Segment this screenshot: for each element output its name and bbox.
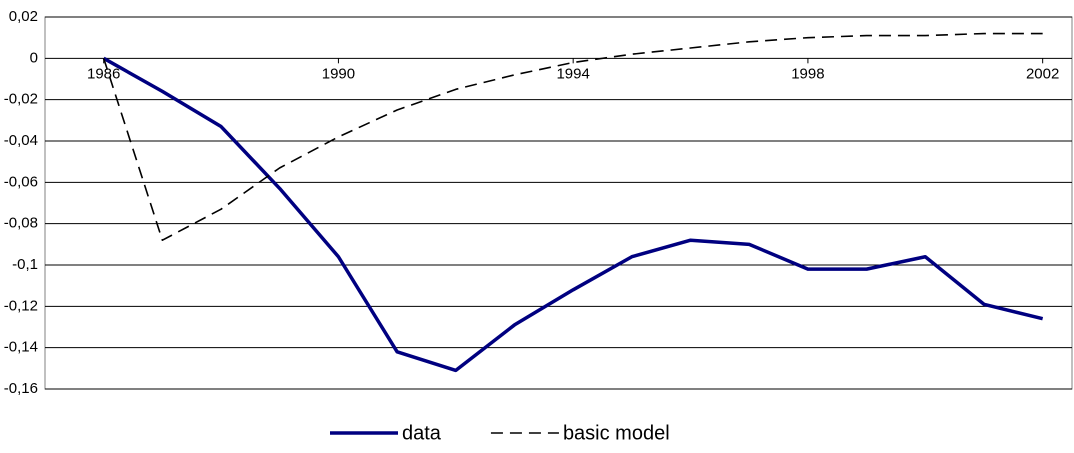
legend-label: data (402, 422, 442, 444)
x-tick-label: 1986 (87, 65, 120, 82)
y-tick-label: 0 (30, 49, 38, 66)
y-tick-label: -0,08 (4, 215, 38, 232)
y-tick-label: -0,06 (4, 173, 38, 190)
y-tick-label: -0,16 (4, 380, 38, 397)
y-tick-label: -0,1 (12, 256, 38, 273)
y-tick-label: -0,12 (4, 297, 38, 314)
y-tick-label: -0,02 (4, 91, 38, 108)
series-line (102, 32, 1043, 241)
y-tick-label: -0,04 (4, 132, 38, 149)
x-tick-label: 2002 (1026, 65, 1059, 82)
y-tick-label: -0,14 (4, 339, 38, 356)
x-tick-label: 1994 (556, 65, 589, 82)
series-line (102, 56, 1044, 373)
x-tick-label: 1990 (322, 65, 355, 82)
x-tick-label: 1998 (791, 65, 824, 82)
legend-label: basic model (563, 422, 670, 444)
y-tick-label: 0,02 (9, 8, 38, 25)
